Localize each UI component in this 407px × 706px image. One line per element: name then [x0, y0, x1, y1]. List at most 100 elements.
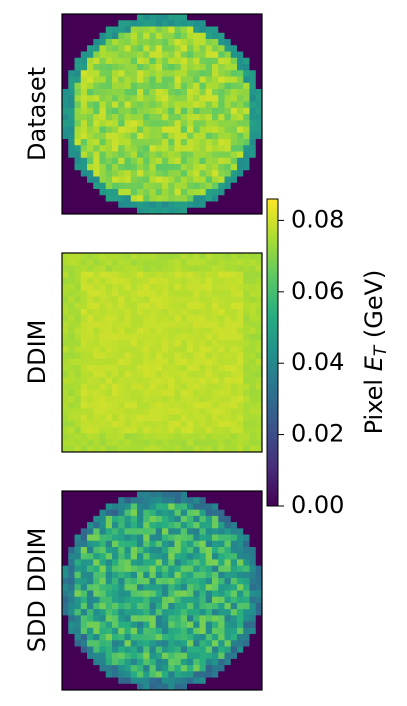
heatmap-cell [205, 89, 213, 96]
heatmap-cell [174, 126, 182, 134]
heatmap-cell [93, 433, 100, 440]
heatmap-cell [118, 26, 125, 34]
heatmap-cell [105, 39, 113, 46]
heatmap-cell [205, 658, 213, 666]
heatmap-cell [168, 76, 175, 84]
heatmap-cell [180, 201, 188, 209]
heatmap-cell [112, 253, 119, 260]
heatmap-cell [68, 157, 75, 165]
heatmap-cell [237, 157, 244, 165]
heatmap-cell [230, 658, 238, 666]
heatmap-cell [99, 145, 107, 152]
heatmap-cell [174, 402, 182, 409]
heatmap-cell [155, 540, 163, 548]
heatmap-cell [137, 389, 144, 397]
heatmap-cell [243, 132, 250, 140]
heatmap-cell [199, 364, 207, 372]
heatmap-cell [155, 164, 163, 171]
heatmap-cell [80, 658, 88, 666]
heatmap-cell [162, 207, 169, 215]
heatmap-cell [105, 195, 113, 202]
heatmap-cell [68, 509, 75, 517]
heatmap-cell [130, 164, 138, 171]
heatmap-cell [99, 671, 107, 678]
heatmap-cell [143, 377, 150, 384]
heatmap-cell [155, 207, 163, 215]
heatmap-cell [180, 82, 188, 90]
heatmap-cell [187, 32, 194, 40]
heatmap-cell [68, 540, 75, 548]
heatmap-cell [230, 396, 238, 403]
heatmap-cell [199, 346, 207, 353]
heatmap-cell [218, 296, 225, 304]
heatmap-cell [93, 371, 100, 378]
heatmap-cell [255, 646, 263, 654]
heatmap-cell [143, 383, 150, 391]
heatmap-cell [68, 546, 75, 554]
heatmap-cell [80, 652, 88, 660]
heatmap-cell [105, 51, 113, 59]
heatmap-cell [205, 571, 213, 579]
heatmap-cell [180, 565, 188, 573]
heatmap-cell [187, 433, 194, 440]
heatmap-cell [87, 45, 94, 52]
heatmap-cell [218, 259, 225, 266]
heatmap-cell [174, 677, 182, 685]
heatmap-cell [199, 107, 207, 115]
heatmap-cell [124, 315, 132, 322]
heatmap-cell [174, 528, 182, 535]
heatmap-cell [124, 120, 132, 127]
heatmap-cell [62, 546, 69, 554]
heatmap-cell [74, 377, 82, 384]
heatmap-cell [255, 302, 263, 310]
heatmap-cell [149, 615, 157, 622]
heatmap-cell [155, 145, 163, 152]
heatmap-cell [130, 497, 138, 504]
heatmap-cell [130, 95, 138, 102]
heatmap-cell [162, 408, 169, 416]
heatmap-cell [162, 364, 169, 372]
heatmap-cell [137, 277, 144, 285]
heatmap-cell [143, 139, 150, 146]
heatmap-cell [149, 51, 157, 59]
heatmap-cell [105, 157, 113, 165]
heatmap-cell [149, 89, 157, 96]
heatmap-cell [249, 82, 257, 90]
heatmap-cell [112, 82, 119, 90]
heatmap-cell [199, 352, 207, 360]
heatmap-cell [149, 683, 157, 691]
heatmap-cell [143, 164, 150, 171]
heatmap-cell [230, 164, 238, 171]
heatmap-cell [199, 101, 207, 109]
heatmap-cell [230, 114, 238, 121]
heatmap-cell [255, 540, 263, 548]
heatmap-cell [118, 107, 125, 115]
heatmap-cell [80, 201, 88, 209]
heatmap-cell [149, 402, 157, 409]
heatmap-cell [243, 371, 250, 378]
heatmap-cell [93, 164, 100, 171]
heatmap-cell [199, 302, 207, 310]
heatmap-cell [143, 553, 150, 560]
heatmap-cell [105, 634, 113, 641]
heatmap-cell [143, 95, 150, 102]
heatmap-cell [224, 627, 232, 635]
heatmap-cell [212, 321, 219, 329]
heatmap-cell [174, 658, 182, 666]
heatmap-cell [212, 76, 219, 84]
heatmap-cell [187, 290, 194, 297]
heatmap-cell [199, 207, 207, 215]
heatmap-cell [99, 640, 107, 647]
heatmap-cell [199, 652, 207, 660]
heatmap-cell [168, 383, 175, 391]
heatmap-cell [99, 445, 107, 453]
heatmap-cell [205, 145, 213, 152]
heatmap-cell [155, 420, 163, 428]
heatmap-cell [255, 665, 263, 672]
heatmap-cell [212, 290, 219, 297]
heatmap-cell [137, 396, 144, 403]
heatmap-cell [62, 497, 69, 504]
heatmap-cell [174, 57, 182, 65]
heatmap-cell [255, 615, 263, 622]
heatmap-cell [193, 296, 200, 304]
